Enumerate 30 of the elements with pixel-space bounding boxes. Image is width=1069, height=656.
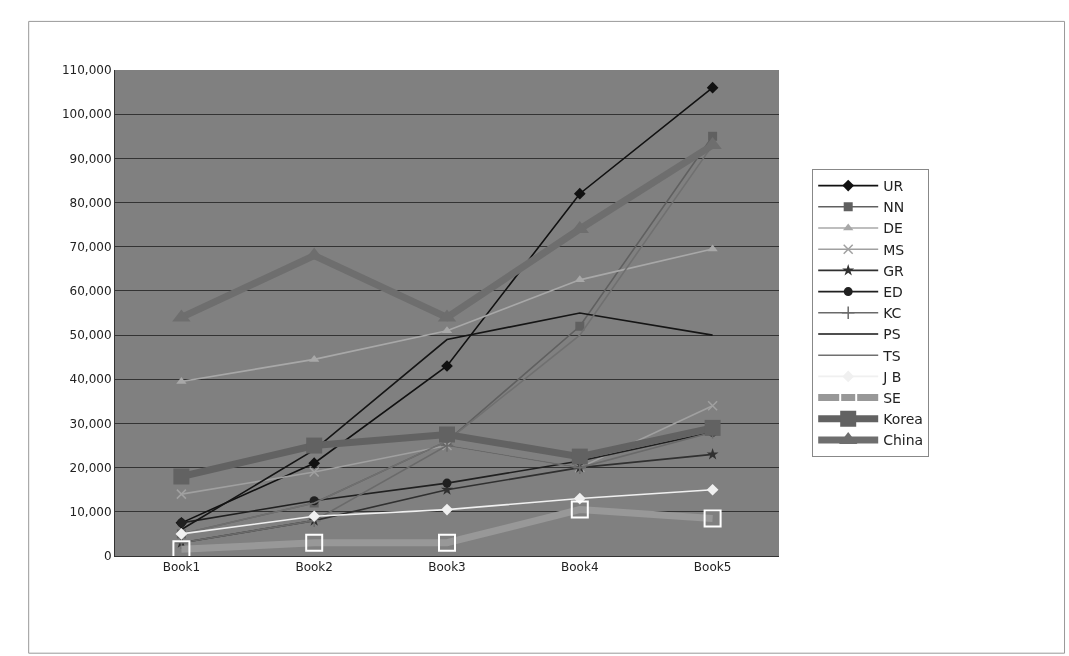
y-tick-label: 90,000 (69, 151, 112, 166)
y-tick-label: 60,000 (69, 284, 112, 299)
y-tick-label: 30,000 (69, 416, 112, 431)
legend-label: UR (883, 178, 904, 195)
y-tick-label: 110,000 (61, 63, 112, 78)
x-tick-label: Book2 (295, 560, 333, 575)
legend-label: GR (883, 262, 905, 279)
legend-label: PS (883, 326, 901, 343)
legend-label: SE (883, 390, 901, 407)
y-tick-label: 80,000 (69, 195, 112, 210)
x-tick-label: Book1 (162, 560, 201, 575)
y-tick-label: 10,000 (69, 505, 112, 520)
x-tick-label: Book5 (693, 560, 732, 575)
legend-label: TS (882, 347, 901, 364)
legend-label: ED (883, 284, 903, 301)
legend-label: KC (883, 305, 902, 322)
legend-label: DE (883, 220, 903, 237)
legend-label: J B (882, 368, 902, 385)
y-tick-label: 0 (103, 549, 112, 564)
x-tick-label: Book3 (428, 560, 466, 575)
y-tick-label: 20,000 (69, 460, 112, 475)
legend-label: NN (883, 199, 905, 216)
legend-label: MS (883, 241, 905, 258)
y-tick-label: 100,000 (61, 107, 112, 122)
legend-label: China (883, 432, 924, 449)
legend-label: Korea (883, 411, 923, 428)
y-tick-label: 50,000 (69, 328, 112, 343)
x-tick-label: Book4 (561, 560, 599, 575)
y-tick-label: 40,000 (69, 372, 112, 387)
y-tick-label: 70,000 (69, 239, 112, 254)
